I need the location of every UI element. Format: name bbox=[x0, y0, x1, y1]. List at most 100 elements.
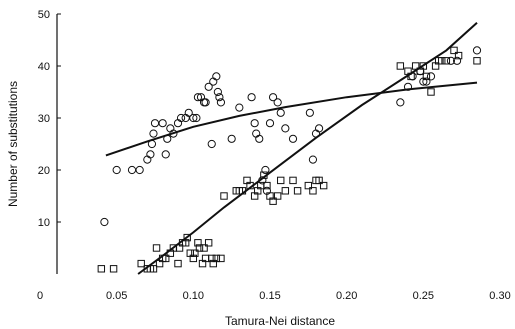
circle-data-point bbox=[314, 124, 324, 133]
circle-data-point bbox=[247, 93, 256, 102]
square-data-point bbox=[277, 176, 285, 185]
square-data-point bbox=[281, 187, 290, 195]
circle-data-point bbox=[305, 108, 314, 117]
x-tick-label: 0.15 bbox=[259, 290, 280, 302]
circle-data-point bbox=[227, 134, 236, 143]
square-data-point bbox=[263, 181, 271, 190]
square-data-point bbox=[454, 51, 463, 60]
square-data-point bbox=[309, 187, 317, 195]
x-tick-label: 0.30 bbox=[489, 290, 510, 302]
circle-data-point bbox=[268, 93, 278, 102]
y-tick-label: 40 bbox=[38, 61, 50, 73]
square-data-point bbox=[450, 46, 458, 55]
x-tick-label: 0 bbox=[37, 290, 43, 302]
circle-data-point bbox=[127, 165, 137, 175]
square-data-point bbox=[208, 254, 216, 263]
circle-data-point bbox=[192, 113, 201, 123]
square-data-point bbox=[238, 187, 247, 195]
circle-data-point bbox=[147, 139, 157, 149]
circle-data-point bbox=[281, 124, 290, 133]
circle-data-point bbox=[288, 134, 298, 143]
circle-data-point bbox=[149, 129, 158, 138]
square-data-point bbox=[411, 62, 420, 70]
square-data-point bbox=[438, 57, 446, 65]
square-data-point bbox=[220, 192, 228, 200]
circle-data-point bbox=[193, 93, 203, 102]
x-tick-label: 0.25 bbox=[413, 290, 434, 302]
square-data-point bbox=[269, 197, 277, 205]
square-data-point bbox=[427, 88, 435, 96]
circle-data-point bbox=[169, 129, 178, 138]
circle-data-point bbox=[112, 165, 121, 175]
circle-data-point bbox=[184, 108, 193, 117]
square-data-point bbox=[195, 244, 204, 252]
square-data-point bbox=[396, 62, 405, 70]
square-data-point bbox=[162, 254, 170, 263]
circle-data-point bbox=[215, 93, 224, 102]
y-axis-label: Number of substitutions bbox=[6, 81, 20, 207]
circle-data-point bbox=[308, 155, 318, 164]
square-data-point bbox=[293, 187, 302, 195]
x-tick-label: 0.20 bbox=[336, 290, 357, 302]
circle-data-point bbox=[255, 134, 264, 143]
square-data-point bbox=[315, 176, 323, 185]
circle-data-point bbox=[426, 72, 436, 81]
square-data-point bbox=[407, 72, 415, 81]
square-data-point bbox=[109, 265, 118, 273]
square-data-point bbox=[422, 72, 431, 81]
y-tick-label: 20 bbox=[38, 165, 50, 177]
y-tick-label: 10 bbox=[38, 217, 50, 229]
x-axis-label: Tamura-Nei distance bbox=[225, 314, 335, 328]
square-data-point bbox=[200, 244, 208, 252]
circle-data-point bbox=[250, 119, 259, 128]
square-data-point bbox=[204, 239, 213, 247]
circle-data-point bbox=[396, 98, 405, 107]
square-data-point bbox=[97, 265, 106, 273]
circle-data-point bbox=[273, 98, 282, 107]
square-data-point bbox=[473, 57, 481, 65]
circle-data-point bbox=[258, 176, 267, 185]
square-data-point bbox=[260, 171, 268, 179]
y-tick-label: 30 bbox=[38, 113, 50, 125]
circle-data-point bbox=[446, 56, 456, 65]
circle-data-point bbox=[146, 150, 155, 159]
circle-data-point bbox=[265, 119, 275, 128]
circle-data-point bbox=[472, 46, 482, 55]
square-data-point bbox=[152, 244, 161, 252]
circle-data-point bbox=[422, 77, 431, 86]
circle-data-point bbox=[216, 98, 226, 107]
y-axis-ticks: 10 20 30 40 50 bbox=[38, 9, 61, 229]
circle-series-trend-line bbox=[105, 81, 478, 157]
square-data-point bbox=[419, 62, 428, 70]
circle-data-point bbox=[261, 165, 270, 175]
trend-lines bbox=[105, 22, 478, 275]
square-data-point bbox=[273, 192, 282, 200]
circle-data-point bbox=[408, 72, 417, 81]
data-points bbox=[97, 46, 482, 273]
square-data-point bbox=[183, 233, 191, 242]
square-data-point bbox=[442, 57, 451, 65]
square-data-point bbox=[189, 254, 198, 263]
square-data-point bbox=[289, 176, 297, 185]
circle-data-point bbox=[235, 103, 244, 112]
circle-data-point bbox=[212, 72, 221, 81]
x-tick-label: 0.10 bbox=[183, 290, 204, 302]
square-data-point bbox=[217, 254, 225, 263]
square-data-point bbox=[319, 181, 328, 190]
circle-data-point bbox=[163, 134, 172, 143]
circle-data-point bbox=[201, 98, 210, 107]
x-tick-label: 0.05 bbox=[106, 290, 127, 302]
x-axis-ticks: 0 0.05 0.10 0.15 0.20 0.25 0.30 bbox=[37, 290, 511, 302]
square-data-point bbox=[212, 254, 221, 263]
circle-data-point bbox=[150, 119, 160, 128]
square-data-point bbox=[304, 181, 313, 190]
circle-data-point bbox=[403, 82, 413, 91]
circle-data-point bbox=[135, 165, 144, 175]
circle-data-point bbox=[204, 82, 213, 91]
circle-data-point bbox=[158, 119, 167, 128]
square-data-point bbox=[181, 239, 190, 247]
circle-data-point bbox=[213, 87, 222, 97]
square-data-point bbox=[246, 181, 254, 190]
circle-data-point bbox=[276, 108, 285, 117]
circle-data-point bbox=[189, 113, 198, 123]
